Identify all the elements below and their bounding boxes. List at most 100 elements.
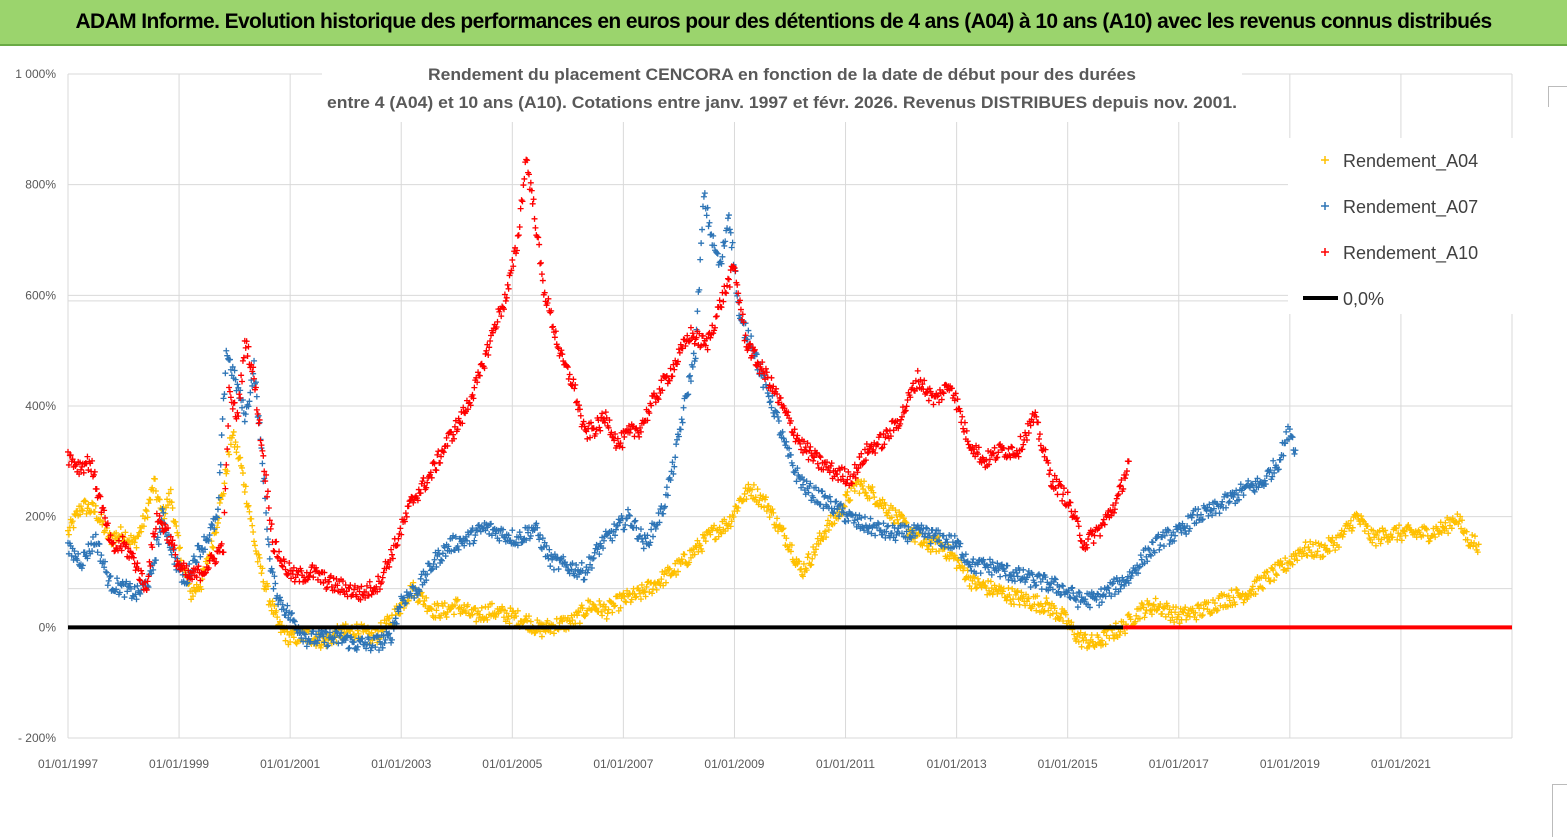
- data-point: [1039, 603, 1046, 610]
- data-point: [1049, 586, 1056, 593]
- data-point: [1169, 614, 1176, 621]
- data-point: [641, 588, 648, 595]
- data-point: [1068, 619, 1075, 626]
- data-point: [1165, 527, 1172, 534]
- data-point: [1172, 532, 1179, 539]
- data-point: [936, 537, 943, 544]
- data-point: [554, 344, 561, 351]
- data-point: [743, 496, 750, 503]
- data-point: [713, 527, 720, 534]
- data-point: [530, 196, 537, 203]
- data-point: [1226, 597, 1233, 604]
- data-point: [470, 540, 477, 547]
- data-point: [943, 536, 950, 543]
- data-point: [1075, 589, 1082, 596]
- data-point: [235, 413, 242, 420]
- data-point: [78, 507, 85, 514]
- data-point: [694, 308, 701, 315]
- data-point: [621, 433, 628, 440]
- data-point: [224, 446, 231, 453]
- data-point: [1432, 534, 1439, 541]
- data-point: [1105, 585, 1112, 592]
- data-point: [699, 226, 706, 233]
- data-point: [902, 519, 909, 526]
- data-point: [866, 523, 873, 530]
- data-point: [983, 584, 990, 591]
- data-point: [252, 379, 259, 386]
- data-point: [1159, 610, 1166, 617]
- data-point: [702, 538, 709, 545]
- data-point: [237, 454, 244, 461]
- data-point: [1136, 615, 1143, 622]
- data-point: [1395, 530, 1402, 537]
- data-point: [626, 512, 633, 519]
- data-point: [263, 509, 270, 516]
- data-point: [139, 570, 146, 577]
- data-point: [998, 561, 1005, 568]
- data-point: [825, 527, 832, 534]
- data-point: [1011, 578, 1018, 585]
- data-point: [1056, 583, 1063, 590]
- y-tick-label: 200%: [25, 510, 56, 524]
- data-point: [774, 413, 781, 420]
- data-point: [989, 559, 996, 566]
- data-point: [757, 492, 764, 499]
- data-point: [255, 420, 262, 427]
- data-point: [290, 617, 297, 624]
- data-point: [1179, 520, 1186, 527]
- data-point: [637, 590, 644, 597]
- data-point: [899, 530, 906, 537]
- data-point: [1094, 590, 1101, 597]
- data-point: [600, 545, 607, 552]
- data-point: [496, 537, 503, 544]
- series-Rendement_A04: [65, 428, 1482, 652]
- data-point: [234, 409, 241, 416]
- data-point: [763, 508, 770, 515]
- data-point: [851, 488, 858, 495]
- data-point: [850, 519, 857, 526]
- data-point: [1149, 602, 1156, 609]
- data-point: [951, 532, 958, 539]
- data-point: [257, 437, 264, 444]
- data-point: [414, 592, 421, 599]
- data-point: [583, 610, 590, 617]
- chart-svg: - 200% 0% 200% 400% 600% 800% 1 000% 01/01/1997…: [15, 60, 1520, 771]
- y-tick-label: 1 000%: [15, 67, 56, 81]
- data-point: [736, 312, 743, 319]
- data-point: [538, 259, 545, 266]
- data-point: [271, 573, 278, 580]
- data-point: [1121, 582, 1128, 589]
- data-point: [880, 520, 887, 527]
- data-point: [488, 532, 495, 539]
- data-point: [1237, 481, 1244, 488]
- data-point: [259, 447, 266, 454]
- data-point: [888, 514, 895, 521]
- data-point: [538, 633, 545, 640]
- data-point: [843, 492, 850, 499]
- data-point: [1252, 478, 1259, 485]
- data-point: [1469, 532, 1476, 539]
- data-point: [541, 539, 548, 546]
- data-point: [314, 637, 321, 644]
- data-point: [509, 257, 516, 264]
- data-point: [663, 570, 670, 577]
- data-point: [268, 521, 275, 528]
- data-point: [249, 368, 256, 375]
- data-point: [416, 588, 423, 595]
- data-point: [1053, 609, 1060, 616]
- data-point: [986, 569, 993, 576]
- data-point: [500, 526, 507, 533]
- data-point: [1090, 540, 1097, 547]
- data-point: [385, 615, 392, 622]
- data-point: [672, 454, 679, 461]
- data-point: [487, 337, 494, 344]
- data-point: [138, 567, 145, 574]
- data-point: [653, 586, 660, 593]
- data-point: [1108, 593, 1115, 600]
- data-point: [388, 551, 395, 558]
- data-point: [599, 410, 606, 417]
- data-point: [660, 582, 667, 589]
- data-point: [1291, 556, 1298, 563]
- data-point: [240, 354, 247, 361]
- data-point: [1245, 477, 1252, 484]
